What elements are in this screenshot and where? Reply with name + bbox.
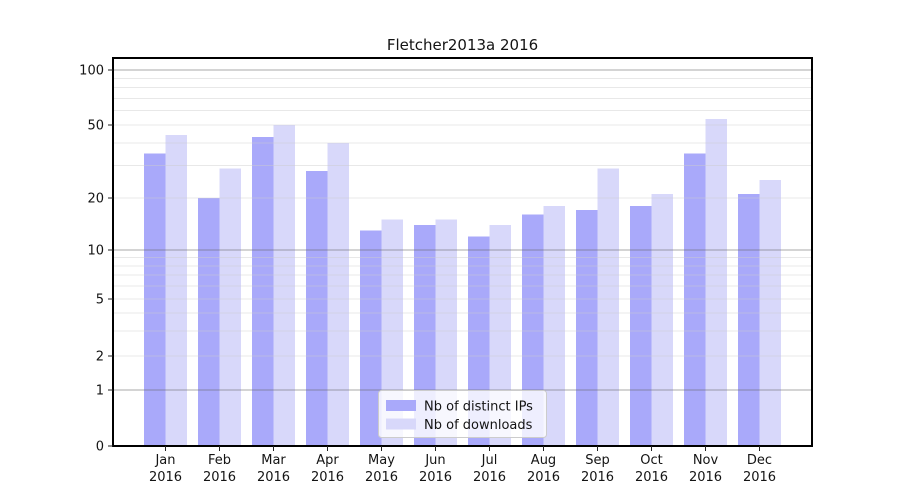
- x-tick-label-year-jul: 2016: [473, 470, 506, 485]
- x-tick-label-year-may: 2016: [365, 470, 398, 485]
- x-tick-label-month-feb: Feb: [208, 453, 231, 468]
- y-tick-label-1: 1: [96, 384, 104, 399]
- x-tick-label-year-jun: 2016: [419, 470, 452, 485]
- bar-distinct-ips-oct: [630, 205, 652, 446]
- x-tick-label-month-sep: Sep: [585, 453, 610, 468]
- legend-label-downloads: Nb of downloads: [424, 418, 533, 433]
- bar-downloads-mar: [273, 125, 295, 446]
- y-tick-label-20: 20: [87, 192, 104, 207]
- bar-distinct-ips-sep: [576, 210, 598, 446]
- x-tick-label-year-nov: 2016: [689, 470, 722, 485]
- y-tick-label-5: 5: [96, 293, 104, 308]
- bar-downloads-sep: [597, 168, 619, 446]
- bar-distinct-ips-mar: [252, 137, 274, 446]
- bar-distinct-ips-nov: [684, 153, 706, 446]
- x-tick-label-month-apr: Apr: [316, 453, 339, 468]
- x-tick-label-month-may: May: [368, 453, 395, 468]
- legend-swatch-distinct-ips: [386, 400, 416, 411]
- x-tick-label-month-jan: Jan: [154, 453, 175, 468]
- bar-downloads-apr: [327, 142, 349, 446]
- x-tick-label-month-jul: Jul: [481, 453, 498, 468]
- bar-distinct-ips-apr: [306, 171, 328, 446]
- x-axis: Jan 2016 Feb 2016 Mar 2016 Apr 2016 May 2016 Jun 20…: [149, 446, 776, 485]
- gridlines: [113, 69, 812, 391]
- bar-distinct-ips-dec: [738, 194, 760, 446]
- x-tick-label-month-nov: Nov: [693, 453, 719, 468]
- legend-swatch-downloads: [386, 418, 416, 430]
- y-tick-label-2: 2: [96, 350, 104, 365]
- legend: Nb of distinct IPs Nb of downloads: [378, 390, 547, 438]
- x-tick-label-month-dec: Dec: [747, 453, 772, 468]
- bar-distinct-ips-may: [360, 230, 382, 446]
- x-tick-label-year-apr: 2016: [311, 470, 344, 485]
- legend-box: [378, 390, 547, 438]
- x-tick-label-month-mar: Mar: [261, 453, 286, 468]
- bar-downloads-may: [381, 219, 403, 446]
- x-tick-label-month-jun: Jun: [424, 453, 445, 468]
- x-tick-label-year-feb: 2016: [203, 470, 236, 485]
- bar-downloads-dec: [759, 180, 781, 447]
- x-tick-label-year-aug: 2016: [527, 470, 560, 485]
- bar-distinct-ips-aug: [522, 214, 544, 446]
- x-tick-label-year-dec: 2016: [743, 470, 776, 485]
- x-tick-label-month-aug: Aug: [531, 453, 556, 468]
- y-axis: 0 1 2 5 10 20 50 100: [79, 64, 113, 455]
- y-tick-label-100: 100: [79, 64, 104, 79]
- y-tick-label-10: 10: [87, 244, 104, 259]
- legend-item-downloads: Nb of downloads: [386, 418, 533, 433]
- plot-border: [112, 57, 813, 447]
- bar-downloads-oct: [651, 194, 673, 446]
- bar-distinct-ips-feb: [198, 198, 220, 446]
- x-tick-label-month-oct: Oct: [640, 453, 662, 468]
- x-tick-label-year-oct: 2016: [635, 470, 668, 485]
- bar-downloads-aug: [543, 205, 565, 446]
- x-tick-label-year-jan: 2016: [149, 470, 182, 485]
- bar-downloads-jun: [435, 219, 457, 446]
- legend-label-distinct-ips: Nb of distinct IPs: [424, 400, 533, 415]
- x-tick-label-year-mar: 2016: [257, 470, 290, 485]
- x-tick-label-year-sep: 2016: [581, 470, 614, 485]
- legend-item-distinct-ips: Nb of distinct IPs: [386, 400, 533, 415]
- bar-distinct-ips-jan: [144, 153, 166, 446]
- bar-downloads-nov: [705, 118, 727, 446]
- chart-title: Fletcher2013a 2016: [387, 36, 538, 54]
- y-tick-label-0: 0: [96, 440, 104, 455]
- bar-downloads-feb: [219, 168, 241, 446]
- bar-downloads-jan: [165, 135, 187, 446]
- y-tick-label-50: 50: [87, 119, 104, 134]
